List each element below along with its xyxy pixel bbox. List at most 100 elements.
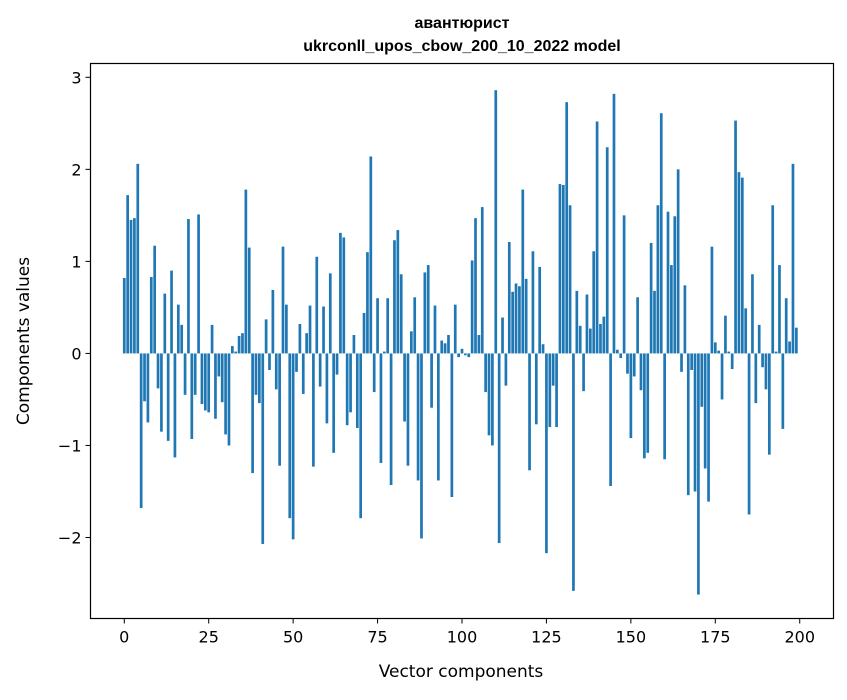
- bar: [288, 353, 292, 519]
- bar: [210, 324, 214, 354]
- bar: [767, 353, 771, 455]
- bar: [643, 353, 646, 459]
- bar: [447, 335, 450, 354]
- bar: [791, 163, 795, 354]
- bar: [683, 285, 687, 354]
- bar: [220, 353, 224, 403]
- bar: [585, 294, 589, 354]
- y-tick-label: 2: [71, 160, 81, 179]
- bar: [524, 278, 528, 354]
- bar: [230, 346, 234, 354]
- bar: [143, 353, 146, 402]
- y-axis-ticks: −2 −1 0 1 2 3: [58, 68, 91, 548]
- bar: [457, 353, 460, 358]
- bar: [285, 304, 288, 354]
- y-tick-label: 3: [71, 68, 81, 87]
- bar: [268, 353, 271, 370]
- bar: [187, 219, 190, 354]
- bar: [312, 353, 315, 467]
- bar: [507, 242, 511, 354]
- bar: [690, 353, 694, 370]
- x-tick-label: 175: [700, 628, 731, 647]
- bar: [538, 266, 542, 354]
- bar: [561, 184, 565, 354]
- x-tick-label: 25: [199, 628, 219, 647]
- bar: [605, 147, 609, 354]
- bar: [788, 341, 791, 354]
- plot-frame: [89, 62, 835, 620]
- bar: [376, 298, 379, 354]
- bar: [639, 353, 643, 391]
- bar: [703, 353, 707, 469]
- bar: [430, 353, 433, 408]
- bar: [416, 353, 420, 481]
- bar: [207, 353, 211, 413]
- bar: [258, 353, 261, 404]
- chart-title-line-1: авантюрист: [415, 15, 510, 32]
- y-tick-label: −1: [58, 436, 82, 455]
- bar: [227, 353, 231, 446]
- bar: [237, 335, 241, 354]
- y-tick-label: 0: [71, 344, 81, 363]
- bar: [409, 331, 413, 354]
- bar: [224, 353, 227, 435]
- bar: [433, 305, 437, 354]
- bar: [153, 245, 157, 354]
- bar: [308, 305, 312, 354]
- bar: [335, 353, 339, 375]
- bar: [328, 273, 332, 354]
- bar: [342, 237, 346, 354]
- bar: [176, 304, 180, 354]
- bar: [474, 218, 477, 354]
- bar: [599, 323, 602, 354]
- bar: [129, 219, 133, 354]
- bar: [592, 251, 596, 354]
- bar: [568, 205, 572, 354]
- y-tick-label: −2: [58, 529, 82, 548]
- bar: [146, 353, 150, 423]
- bar: [629, 353, 633, 439]
- bar: [467, 353, 471, 358]
- bar: [156, 353, 160, 389]
- bar: [190, 353, 194, 440]
- bar: [244, 189, 248, 354]
- bar: [166, 353, 170, 441]
- bar: [555, 353, 558, 428]
- bar: [362, 312, 366, 354]
- bar: [551, 353, 555, 386]
- bar: [676, 169, 680, 354]
- bar: [197, 214, 200, 354]
- bar: [730, 353, 734, 370]
- bar: [778, 265, 781, 354]
- bar: [214, 353, 217, 419]
- bar: [663, 353, 666, 460]
- bar: [521, 189, 525, 354]
- x-axis-ticks: 0 25 50 75 100 125 150 175 200: [119, 618, 815, 647]
- bar: [720, 353, 724, 400]
- bar: [761, 353, 764, 368]
- bar: [180, 324, 184, 354]
- bar: [413, 297, 417, 354]
- bar: [298, 323, 302, 354]
- bar: [173, 353, 177, 458]
- bar: [700, 353, 704, 407]
- bar: [497, 353, 501, 544]
- bar: [315, 256, 319, 354]
- bar: [254, 353, 258, 395]
- bar: [707, 353, 710, 502]
- bar: [264, 319, 268, 354]
- bar: [771, 205, 775, 354]
- bar: [740, 177, 744, 354]
- bar: [217, 353, 221, 377]
- bar: [710, 246, 714, 354]
- bar: [420, 353, 423, 539]
- bar: [359, 353, 363, 519]
- bar: [575, 290, 579, 354]
- bar: [274, 353, 278, 390]
- bar: [437, 353, 440, 481]
- bar: [278, 353, 281, 466]
- bar: [318, 353, 322, 387]
- bar: [389, 353, 393, 486]
- bar: [774, 351, 778, 354]
- x-tick-label: 125: [531, 628, 562, 647]
